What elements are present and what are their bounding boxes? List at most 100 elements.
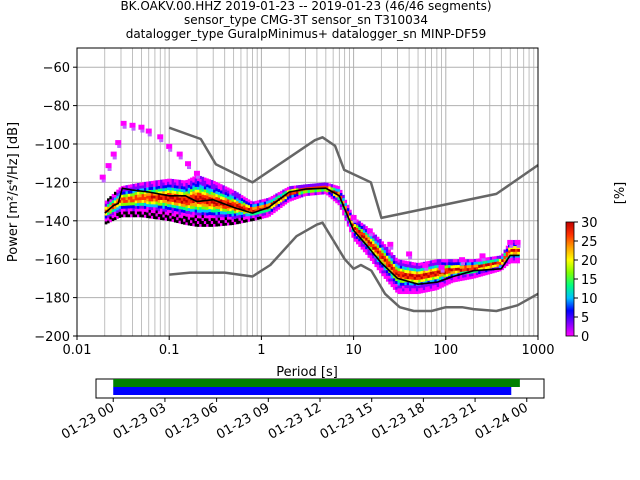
density-cell: [385, 261, 389, 265]
density-cell: [399, 265, 403, 269]
density-cell: [346, 220, 350, 224]
density-cell: [247, 216, 251, 220]
density-cell: [222, 214, 225, 218]
density-cell: [215, 182, 218, 186]
density-cell: [183, 183, 186, 187]
density-cell: [335, 194, 338, 198]
density-cell: [185, 222, 189, 226]
density-cell: [485, 257, 488, 261]
density-cell: [473, 267, 477, 271]
density-cell: [220, 222, 223, 227]
density-cell: [249, 215, 253, 219]
density-cell: [376, 253, 380, 257]
timeline-tick-label: 01-23 15: [318, 400, 376, 442]
density-cell: [183, 221, 186, 225]
density-cell: [194, 200, 198, 204]
density-cell: [409, 287, 412, 292]
outlier-cell: [131, 127, 136, 131]
density-cell: [374, 263, 378, 268]
density-cell: [160, 216, 163, 220]
density-cell: [491, 264, 495, 268]
density-cell: [402, 265, 405, 269]
density-cell: [254, 200, 258, 204]
density-cell: [180, 191, 184, 195]
density-cell: [263, 215, 267, 219]
density-cell: [183, 215, 186, 219]
density-cell: [420, 265, 424, 269]
density-cell: [422, 272, 426, 277]
density-cell: [434, 279, 437, 283]
density-cell: [201, 217, 205, 222]
density-cell: [309, 189, 313, 193]
density-cell: [240, 203, 244, 207]
density-cell: [397, 259, 401, 263]
density-cell: [362, 229, 366, 233]
density-cell: [134, 186, 138, 190]
density-cell: [220, 210, 223, 215]
density-cell: [342, 209, 345, 213]
density-cell: [196, 209, 200, 213]
density-cell: [185, 219, 189, 223]
density-cell: [192, 193, 195, 198]
density-cell: [256, 205, 260, 209]
density-cell: [208, 199, 212, 204]
density-cell: [134, 202, 138, 207]
density-cell: [383, 272, 387, 277]
density-cell: [351, 228, 354, 233]
density-cell: [139, 196, 142, 201]
outlier-cell: [138, 124, 145, 130]
density-cell: [173, 213, 177, 217]
density-cell: [508, 261, 511, 265]
x-tick-labels: 0.01 0.1 1 10 100 1000: [63, 336, 555, 358]
density-cell: [330, 196, 334, 200]
density-cell: [443, 262, 447, 266]
density-cell: [482, 266, 486, 270]
density-cell: [224, 194, 228, 198]
density-cell: [166, 201, 170, 205]
density-cell: [166, 181, 170, 185]
density-cell: [150, 180, 154, 185]
density-cell: [256, 203, 260, 207]
density-cell: [155, 189, 159, 193]
density-cell: [501, 258, 504, 262]
density-cell: [376, 261, 380, 265]
density-cell: [166, 178, 170, 182]
density-cell: [208, 185, 212, 189]
outlier-cell: [514, 239, 521, 245]
density-cell: [282, 200, 285, 204]
density-cell: [185, 210, 189, 214]
density-cell: [448, 278, 451, 282]
density-cell: [434, 265, 437, 269]
density-cell: [178, 202, 182, 207]
density-cell: [162, 188, 165, 192]
density-cell: [150, 198, 154, 202]
density-cell: [173, 182, 177, 186]
density-cell: [448, 267, 451, 271]
density-cell: [282, 203, 285, 207]
density-cell: [226, 187, 230, 191]
timeline-tick-label: 01-23 06: [162, 400, 220, 442]
density-cell: [268, 199, 272, 204]
density-cell: [425, 272, 428, 276]
density-cell: [123, 205, 126, 209]
density-cell: [491, 256, 495, 260]
density-cell: [339, 195, 343, 199]
density-cell: [206, 206, 209, 210]
density-cell: [332, 195, 336, 199]
density-cell: [459, 277, 463, 282]
density-cell: [376, 256, 380, 260]
density-cell: [180, 188, 184, 193]
density-cell: [512, 257, 516, 261]
density-cell: [420, 276, 424, 280]
outlier-cell: [406, 251, 413, 257]
density-cell: [337, 191, 341, 195]
density-cell: [143, 214, 147, 218]
density-cell: [383, 258, 387, 262]
density-cell: [123, 214, 126, 218]
density-cell: [185, 199, 189, 203]
density-cell: [187, 193, 191, 197]
density-cell: [362, 246, 366, 250]
outlier-cell: [424, 267, 429, 271]
density-cell: [501, 267, 504, 271]
density-cell: [422, 286, 426, 291]
